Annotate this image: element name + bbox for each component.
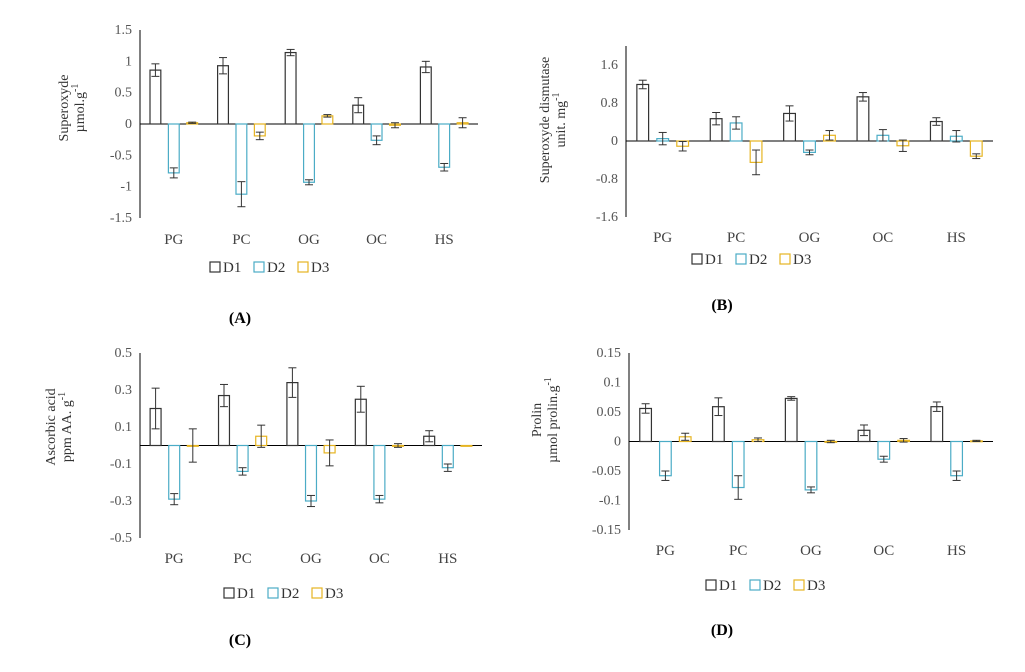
x-category-label: PG [164,232,183,248]
y-tick-label: -0.15 [592,523,621,538]
chart-panel-2: -1.6 -0.8 0 0.8 1.6 Superoxyde dismutaseunit.… [538,46,993,314]
x-category-label: OG [298,232,320,248]
y-tick-label: 0.1 [115,420,133,435]
bar-d1 [930,406,944,443]
legend-label: D3 [793,252,811,268]
legend-label: D2 [281,586,299,602]
x-category-label: OC [873,543,894,559]
y-axis-title: Ascorbic acidppm AA. g-1 [44,388,75,465]
y-tick-label: -0.1 [599,494,621,509]
x-category-label: OC [872,230,893,246]
panel-label: (D) [711,622,733,639]
bar-d2 [438,123,451,168]
y-tick-label: -0.3 [110,494,132,509]
bar-d1 [419,66,432,125]
y-tick-label: 1.6 [601,58,619,73]
y-tick-label: 0.15 [597,346,622,361]
legend-label: D1 [719,578,737,594]
legend-label: D1 [705,252,723,268]
x-category-label: OG [300,551,322,567]
x-category-label: OG [799,230,821,246]
y-tick-label: 0 [125,117,132,132]
y-tick-label: 0.5 [115,86,133,101]
x-category-label: PC [727,230,745,246]
panel-label: (A) [229,310,251,327]
x-category-label: PG [165,551,184,567]
legend-swatch-d2 [267,587,279,599]
legend-swatch-d3 [793,579,805,591]
x-category-label: HS [435,232,454,248]
y-tick-label: 0 [614,435,621,450]
legend-label: D2 [267,260,285,276]
bar-d1 [284,51,297,125]
legend-label: D1 [223,260,241,276]
y-tick-label: -0.1 [110,457,132,472]
bar-d2 [373,444,386,500]
legend-swatch-d3 [779,253,791,265]
legend-swatch-d2 [253,261,265,273]
x-category-label: PG [653,230,672,246]
legend-swatch-d1 [691,253,703,265]
x-category-label: PC [232,232,250,248]
x-category-label: OG [800,543,822,559]
bar-d1 [636,83,650,142]
legend-label: D3 [311,260,329,276]
legend-label: D3 [807,578,825,594]
legend-swatch-d3 [297,261,309,273]
y-tick-label: 0.1 [604,376,622,391]
x-category-label: HS [947,230,966,246]
bar-d2 [302,123,316,183]
bar-d1 [784,397,798,443]
y-tick-label: 0.8 [601,96,619,111]
x-category-label: HS [438,551,457,567]
panel-label: (C) [229,632,251,649]
y-tick-label: -0.8 [596,172,618,187]
y-tick-label: 1 [125,54,132,69]
legend-label: D3 [325,586,343,602]
legend-label: D1 [237,586,255,602]
bar-d3 [460,444,473,447]
bar-d1 [149,69,162,125]
y-tick-label: -0.5 [110,148,132,163]
x-category-label: PC [233,551,251,567]
x-category-label: OC [369,551,390,567]
y-tick-label: -1.6 [596,210,618,225]
chart-panel-3: -0.5 -0.3 -0.1 0.1 0.3 0.5 Ascorbic acidppm AA… [44,346,482,649]
y-tick-label: -1 [120,180,132,195]
x-category-label: PG [656,543,675,559]
legend-label: D2 [763,578,781,594]
y-tick-label: -1.5 [110,211,132,226]
bar-d2 [167,123,180,174]
y-axis-title: Superoxydeµmol.g-1 [57,75,88,142]
legend-label: D2 [749,252,767,268]
x-category-label: HS [947,543,966,559]
legend-swatch-d2 [735,253,747,265]
legend-swatch-d1 [223,587,235,599]
y-tick-label: 0.3 [115,383,133,398]
x-category-label: PC [729,543,747,559]
bar-d2 [804,440,818,491]
chart-panel-1: -1.5 -1 -0.5 0 0.5 1 1.5 Superoxydeµmol.g-1 PG PC… [57,23,478,327]
chart-panel-4: -0.15 -0.1 -0.05 0 0.05 0.1 0.15 Prolinµmol pro… [530,346,993,639]
x-category-label: OC [366,232,387,248]
y-tick-label: 1.5 [115,23,133,38]
bar-d1 [217,65,230,125]
y-tick-label: -0.05 [592,464,621,479]
y-tick-label: 0 [611,134,618,149]
y-axis-title: Prolinµmol prolin.g-1 [530,377,561,463]
legend-swatch-d1 [705,579,717,591]
y-tick-label: 0.5 [115,346,133,361]
bar-d2 [168,444,181,500]
legend-swatch-d2 [749,579,761,591]
panel-label: (B) [711,297,732,314]
legend-swatch-d1 [209,261,221,273]
y-tick-label: -0.5 [110,531,132,546]
y-tick-label: 0.05 [597,405,622,420]
legend-swatch-d3 [311,587,323,599]
y-axis-title: Superoxyde dismutaseunit. mg-1 [538,57,569,183]
bar-d1 [856,96,870,142]
bar-d2 [304,444,318,502]
